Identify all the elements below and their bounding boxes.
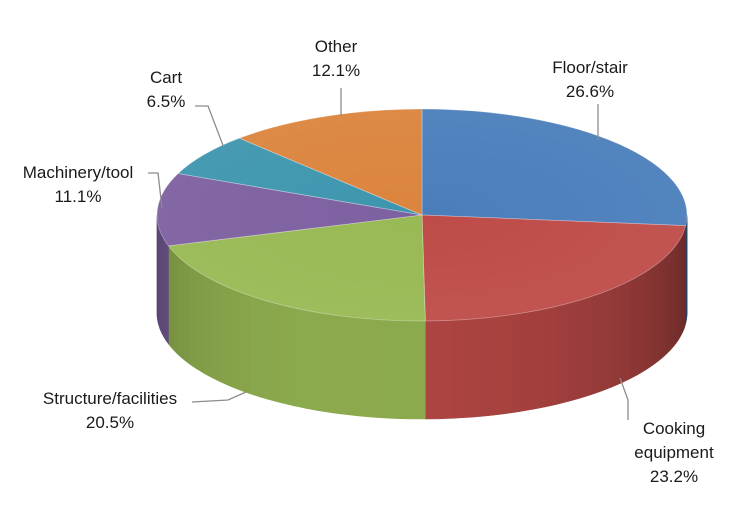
side-cooking-equipment: [674, 240, 679, 347]
side-structure-facilities: [318, 312, 332, 413]
side-cooking-equipment: [556, 302, 569, 405]
leader-machinery-tool: [148, 172, 163, 209]
side-structure-facilities: [282, 304, 295, 407]
side-structure-facilities: [270, 301, 283, 404]
value-label-cart: 6.5%: [147, 92, 186, 111]
label-floor-stair: Floor/stair 26.6%: [552, 58, 628, 101]
side-cooking-equipment: [658, 256, 666, 362]
side-structure-facilities: [203, 274, 213, 379]
label-machinery-tool: Machinery/tool 11.1%: [23, 163, 134, 206]
side-structure-facilities: [189, 265, 197, 370]
side-cooking-equipment: [669, 246, 675, 352]
side-structure-facilities: [357, 317, 372, 418]
side-structure-facilities: [384, 319, 399, 419]
side-cooking-equipment: [544, 305, 557, 408]
side-cooking-equipment: [438, 319, 454, 420]
side-structure-facilities: [259, 298, 272, 401]
side-structure-facilities: [306, 310, 320, 412]
side-cooking-equipment: [479, 316, 494, 417]
side-cooking-equipment: [681, 231, 685, 335]
pie-slices: [156, 108, 688, 322]
category-label-other: Other: [315, 37, 358, 56]
side-structure-facilities: [196, 270, 205, 374]
side-cooking-equipment: [628, 276, 638, 380]
side-cooking-equipment: [678, 236, 682, 341]
side-cooking-equipment: [531, 308, 545, 410]
side-cooking-equipment: [590, 292, 602, 396]
value-label-structure-facilities: 20.5%: [86, 413, 134, 432]
side-cooking-equipment: [652, 261, 660, 366]
side-cooking-equipment: [610, 284, 621, 388]
side-cooking-equipment: [466, 318, 481, 418]
category-label-cart: Cart: [150, 68, 182, 87]
side-structure-facilities: [177, 255, 184, 360]
value-label-machinery-tool: 11.1%: [55, 187, 102, 206]
side-structure-facilities: [211, 279, 221, 383]
side-structure-facilities: [249, 295, 261, 398]
label-structure-facilities: Structure/facilities 20.5%: [43, 389, 177, 432]
side-cooking-equipment: [600, 288, 612, 392]
side-cooking-equipment: [620, 280, 630, 384]
category-label-cooking-equipment: equipment: [634, 443, 714, 462]
label-other: Other 12.1%: [312, 37, 360, 80]
side-structure-facilities: [239, 291, 250, 394]
side-structure-facilities: [183, 260, 190, 365]
side-cooking-equipment: [493, 315, 507, 416]
side-cooking-equipment: [637, 271, 646, 376]
value-label-other: 12.1%: [312, 61, 360, 80]
value-label-cooking-equipment: 23.2%: [650, 467, 698, 486]
side-structure-facilities: [172, 250, 179, 355]
side-cooking-equipment: [568, 299, 580, 402]
side-machinery-tool: [165, 241, 169, 345]
pie-top-gloss: [157, 109, 687, 321]
side-cooking-equipment: [579, 296, 591, 399]
leader-cooking-equipment: [619, 377, 629, 420]
side-structure-facilities: [397, 320, 412, 420]
leader-cart: [195, 105, 225, 149]
side-cooking-equipment: [425, 320, 440, 420]
side-structure-facilities: [411, 320, 426, 420]
label-cart: Cart 6.5%: [147, 68, 186, 111]
side-cooking-equipment: [644, 266, 653, 371]
category-label-cooking-equipment: Cooking: [643, 419, 705, 438]
leader-lines: [148, 88, 629, 420]
side-structure-facilities: [229, 287, 240, 391]
side-cooking-equipment: [452, 319, 467, 419]
label-cooking-equipment: Cooking equipment 23.2%: [634, 419, 714, 486]
category-label-floor-stair: Floor/stair: [552, 58, 628, 77]
side-cooking-equipment: [519, 311, 533, 412]
category-label-machinery-tool: Machinery/tool: [23, 163, 134, 182]
side-structure-facilities: [220, 283, 231, 387]
side-cooking-equipment: [506, 313, 520, 414]
leader-structure-facilities: [191, 391, 247, 403]
slice-labels: Floor/stair 26.6% Cooking equipment 23.2% Str…: [23, 37, 714, 486]
side-cooking-equipment: [664, 251, 671, 357]
side-structure-facilities: [331, 314, 345, 415]
side-structure-facilities: [168, 244, 174, 350]
value-label-floor-stair: 26.6%: [566, 82, 614, 101]
category-label-structure-facilities: Structure/facilities: [43, 389, 177, 408]
side-structure-facilities: [294, 307, 307, 409]
side-structure-facilities: [344, 316, 359, 417]
side-machinery-tool: [163, 237, 167, 342]
side-structure-facilities: [370, 318, 385, 419]
